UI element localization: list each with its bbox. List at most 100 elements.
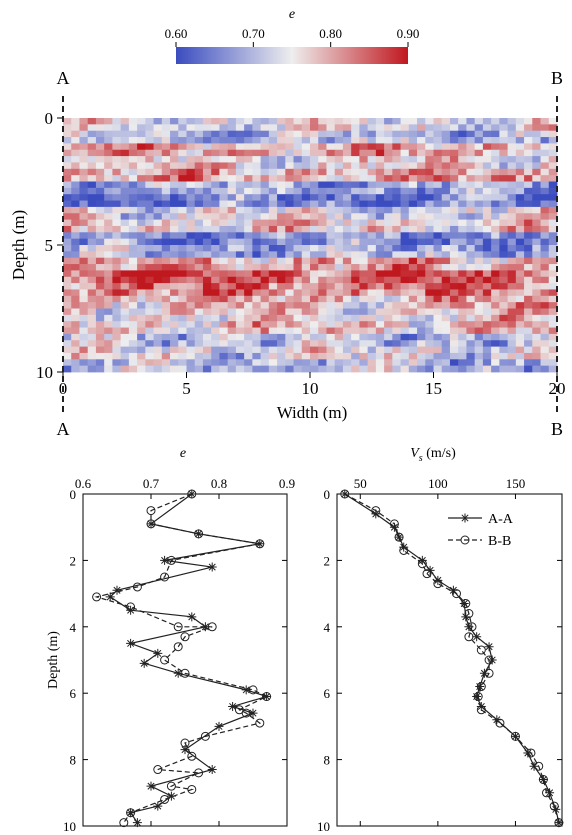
heatmap-cell — [524, 264, 533, 271]
heatmap-cell — [318, 130, 327, 138]
heatmap-cell — [87, 295, 97, 303]
heatmap-cell — [342, 206, 352, 214]
heatmap-cell — [153, 340, 163, 347]
heatmap-cell — [524, 124, 533, 132]
heatmap-cell — [235, 118, 245, 125]
heatmap-cell — [227, 149, 237, 157]
heatmap-cell — [161, 181, 171, 189]
heatmap-cell — [112, 321, 122, 328]
heatmap-cell — [227, 194, 237, 201]
heatmap-cell — [87, 238, 97, 246]
heatmap-cell — [359, 206, 369, 214]
heatmap-cell — [491, 200, 500, 208]
heatmap-cell — [170, 314, 179, 322]
heatmap-cell — [244, 156, 253, 163]
heatmap-cell — [433, 219, 443, 227]
heatmap-cell — [104, 346, 113, 354]
star-marker — [425, 565, 435, 575]
heatmap-cell — [342, 143, 352, 151]
heatmap-cell — [293, 143, 303, 151]
heatmap-cell — [342, 168, 352, 176]
heatmap-cell — [170, 333, 179, 341]
heatmap-cell — [548, 346, 558, 354]
heatmap-cell — [211, 187, 220, 195]
heatmap-cell — [137, 302, 146, 309]
heatmap-cell — [392, 289, 401, 297]
heatmap-cell — [194, 143, 204, 151]
heatmap-cell — [202, 333, 212, 341]
heatmap-cell — [425, 124, 434, 132]
heatmap-cell — [392, 149, 401, 157]
heatmap-cell — [342, 295, 352, 303]
heatmap-cell — [499, 232, 508, 240]
heatmap-cell — [310, 219, 319, 227]
heatmap-cell — [375, 187, 385, 195]
heatmap-cell — [186, 327, 196, 335]
heatmap-cell — [235, 137, 245, 144]
heatmap-cell — [326, 352, 336, 360]
heatmap-cell — [170, 359, 179, 367]
heatmap-cell — [194, 156, 204, 163]
heatmap-cell — [458, 295, 467, 303]
heatmap-cell — [482, 352, 492, 360]
heatmap-cell — [441, 175, 451, 182]
heatmap-cell — [466, 124, 476, 132]
heatmap-cell — [202, 168, 212, 176]
heatmap-cell — [211, 295, 220, 303]
heatmap-cell — [268, 346, 278, 354]
heatmap-cell — [449, 346, 459, 354]
heatmap-cell — [260, 175, 270, 182]
heatmap-cell — [178, 251, 187, 259]
circle-marker — [126, 602, 136, 612]
heatmap-cell — [548, 276, 558, 284]
heatmap-cell — [342, 238, 352, 246]
heatmap-cell — [532, 295, 541, 303]
heatmap-cell — [194, 352, 204, 360]
heatmap-cell — [408, 137, 418, 144]
heatmap-cell — [524, 200, 533, 208]
heatmap-cell — [71, 270, 80, 278]
heatmap-cell — [186, 238, 196, 246]
legend-label: B-B — [488, 534, 511, 549]
heatmap-cell — [458, 302, 467, 309]
heatmap-cell — [425, 130, 434, 138]
heatmap-cell — [441, 327, 451, 335]
heatmap-cell — [112, 143, 122, 151]
heatmap-cell — [277, 346, 286, 354]
heatmap-cell — [392, 181, 401, 189]
heatmap-cell — [392, 245, 401, 252]
heatmap-cell — [408, 276, 418, 284]
heatmap-cell — [202, 283, 212, 290]
heatmap-cell — [400, 200, 410, 208]
heatmap-cell — [384, 257, 393, 265]
heatmap-cell — [170, 289, 179, 297]
heatmap-cell — [417, 251, 426, 259]
heatmap-cell — [87, 270, 97, 278]
star-marker — [146, 781, 156, 791]
heatmap-cell — [104, 137, 113, 144]
heatmap-cell — [79, 124, 89, 132]
heatmap-cell — [301, 175, 311, 182]
heatmap-cell — [466, 137, 476, 144]
heatmap-cell — [474, 245, 484, 252]
heatmap-cell — [161, 289, 171, 297]
heatmap-cell — [458, 340, 467, 347]
heatmap-cell — [285, 359, 294, 367]
heatmap-cell — [334, 206, 344, 214]
heatmap-cell — [392, 333, 401, 341]
heatmap-cell — [186, 194, 196, 201]
heatmap-cell — [384, 321, 393, 328]
heatmap-cell — [128, 352, 138, 360]
heatmap-cell — [244, 314, 253, 322]
heatmap-cell — [79, 340, 89, 347]
heatmap-cell — [310, 156, 319, 163]
heatmap-cell — [244, 162, 253, 170]
heatmap-cell — [202, 175, 212, 182]
heatmap-cell — [334, 143, 344, 151]
heatmap-cell — [186, 219, 196, 227]
heatmap-cell — [120, 245, 130, 252]
star-marker — [472, 632, 482, 642]
heatmap-cell — [466, 314, 476, 322]
heatmap-cell — [219, 206, 229, 214]
heatmap-cell — [95, 232, 105, 240]
